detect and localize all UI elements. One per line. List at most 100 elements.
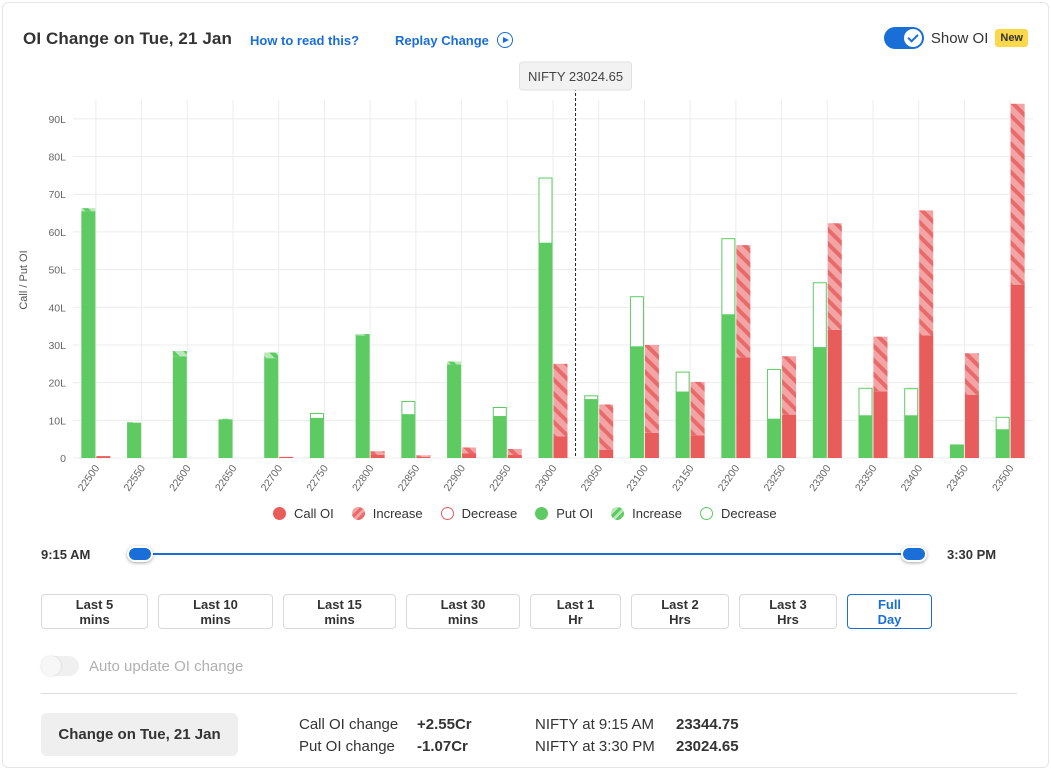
call-oi-bar[interactable]	[964, 394, 979, 458]
time-range-track[interactable]	[141, 553, 916, 555]
call-increase-bar[interactable]	[782, 356, 797, 415]
put-oi-bar[interactable]	[949, 444, 964, 458]
put-oi-bar[interactable]	[218, 419, 233, 458]
put-decrease-bar[interactable]	[584, 395, 599, 401]
put-increase-bar[interactable]	[218, 418, 233, 420]
put-oi-bar[interactable]	[401, 414, 416, 458]
show-oi-label: Show OI	[930, 29, 989, 47]
call-oi-bar[interactable]	[736, 357, 751, 458]
put-decrease-bar[interactable]	[812, 282, 827, 349]
filter-last-1-hr[interactable]: Last 1 Hr	[530, 594, 621, 629]
call-increase-bar[interactable]	[370, 451, 385, 455]
legend-call-increase[interactable]: Increase	[351, 506, 423, 521]
range-start-handle[interactable]	[127, 546, 153, 562]
put-oi-bar[interactable]	[264, 358, 279, 458]
call-increase-bar[interactable]	[462, 447, 477, 454]
call-oi-bar[interactable]	[370, 454, 385, 458]
put-decrease-bar[interactable]	[309, 413, 324, 419]
call-oi-bar[interactable]	[96, 456, 111, 458]
put-increase-bar[interactable]	[81, 208, 96, 212]
put-increase-bar[interactable]	[355, 334, 370, 336]
call-increase-bar[interactable]	[827, 223, 842, 330]
put-oi-bar[interactable]	[675, 392, 690, 458]
filter-last-15-mins[interactable]: Last 15 mins	[283, 594, 396, 629]
legend-call-oi[interactable]: Call OI	[273, 506, 334, 521]
call-oi-bar[interactable]	[462, 453, 477, 458]
range-end-handle[interactable]	[901, 546, 927, 562]
call-oi-bar[interactable]	[690, 435, 705, 458]
put-decrease-bar[interactable]	[904, 388, 919, 417]
call-oi-bar[interactable]	[644, 432, 659, 458]
call-increase-bar[interactable]	[736, 245, 751, 358]
auto-update-toggle[interactable]	[41, 656, 79, 676]
put-oi-bar[interactable]	[81, 211, 96, 458]
legend-call-decrease[interactable]: Decrease	[440, 506, 517, 521]
call-increase-bar[interactable]	[690, 381, 705, 436]
call-increase-bar[interactable]	[873, 336, 888, 392]
call-oi-bar[interactable]	[782, 414, 797, 458]
filter-last-2-hrs[interactable]: Last 2 Hrs	[631, 594, 729, 629]
filter-last-3-hrs[interactable]: Last 3 Hrs	[739, 594, 837, 629]
call-oi-bar[interactable]	[416, 456, 431, 458]
put-decrease-bar[interactable]	[721, 238, 736, 316]
put-decrease-bar[interactable]	[767, 368, 782, 420]
legend-put-decrease[interactable]: Decrease	[699, 506, 777, 521]
filter-last-10-mins[interactable]: Last 10 mins	[158, 594, 273, 629]
call-increase-bar[interactable]	[644, 344, 659, 433]
filter-last-5-mins[interactable]: Last 5 mins	[41, 594, 148, 629]
call-oi-bar[interactable]	[1010, 284, 1025, 458]
put-oi-bar[interactable]	[812, 347, 827, 458]
put-oi-bar[interactable]	[767, 419, 782, 458]
put-oi-bar[interactable]	[995, 429, 1010, 458]
put-increase-bar[interactable]	[264, 352, 279, 359]
put-oi-bar[interactable]	[355, 335, 370, 458]
put-decrease-bar[interactable]	[492, 407, 507, 418]
call-increase-bar[interactable]	[964, 353, 979, 395]
call-increase-bar[interactable]	[553, 363, 568, 437]
put-oi-bar[interactable]	[629, 346, 644, 458]
put-oi-bar[interactable]	[492, 416, 507, 458]
call-oi-bar[interactable]	[279, 456, 294, 458]
filter-last-30-mins[interactable]: Last 30 mins	[406, 594, 520, 629]
call-increase-bar[interactable]	[416, 455, 431, 457]
replay-change-link[interactable]: Replay Change	[395, 32, 513, 48]
put-decrease-bar[interactable]	[401, 400, 416, 416]
put-oi-bar[interactable]	[538, 243, 553, 458]
put-oi-bar[interactable]	[584, 399, 599, 458]
put-oi-change-value: -1.07Cr	[417, 738, 468, 755]
call-increase-bar[interactable]	[1010, 103, 1025, 285]
call-oi-bar[interactable]	[553, 436, 568, 458]
call-increase-bar[interactable]	[919, 210, 934, 336]
put-decrease-bar[interactable]	[538, 177, 553, 244]
put-decrease-bar[interactable]	[675, 371, 690, 393]
put-oi-bar[interactable]	[172, 356, 187, 458]
call-oi-bar[interactable]	[919, 335, 934, 458]
put-oi-bar[interactable]	[447, 364, 462, 458]
how-to-read-link[interactable]: How to read this?	[250, 33, 360, 48]
call-oi-bar[interactable]	[507, 454, 522, 458]
put-decrease-bar[interactable]	[858, 387, 873, 417]
call-increase-bar[interactable]	[599, 404, 614, 450]
put-increase-bar[interactable]	[172, 350, 187, 357]
put-oi-bar[interactable]	[127, 422, 142, 458]
x-tick-label: 23100	[624, 463, 651, 494]
call-decrease-swatch	[440, 507, 454, 520]
put-increase-bar[interactable]	[447, 361, 462, 365]
put-decrease-bar[interactable]	[995, 416, 1010, 431]
call-oi-bar[interactable]	[873, 391, 888, 458]
call-oi-bar[interactable]	[827, 329, 842, 458]
put-increase-bar[interactable]	[127, 422, 142, 423]
legend-put-increase[interactable]: Increase	[611, 506, 682, 521]
oi-change-labels: Call OI change Put OI change	[299, 714, 398, 758]
show-oi-toggle[interactable]	[883, 27, 924, 49]
put-oi-bar[interactable]	[904, 415, 919, 458]
call-increase-bar[interactable]	[507, 448, 522, 455]
put-oi-bar[interactable]	[309, 418, 324, 458]
filter-full-day[interactable]: Full Day	[847, 594, 932, 629]
put-oi-bar[interactable]	[721, 314, 736, 458]
change-date-button[interactable]: Change on Tue, 21 Jan	[41, 713, 238, 756]
legend-put-oi[interactable]: Put OI	[535, 506, 593, 521]
call-oi-bar[interactable]	[599, 449, 614, 458]
put-oi-bar[interactable]	[858, 415, 873, 458]
put-decrease-bar[interactable]	[629, 296, 644, 348]
